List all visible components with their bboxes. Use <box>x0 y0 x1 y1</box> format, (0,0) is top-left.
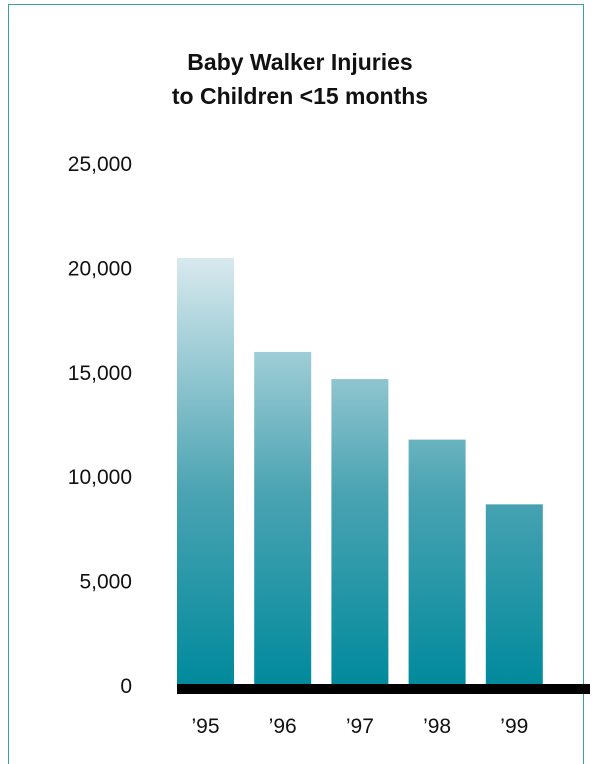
y-axis-ticks: 0 5,000 10,000 15,000 20,000 25,000 <box>68 153 132 698</box>
x-tick-label: ’96 <box>269 715 297 738</box>
y-tick-label: 10,000 <box>68 466 132 489</box>
chart-title-line-2: to Children <15 months <box>172 83 428 109</box>
x-tick-label: ’97 <box>346 715 374 738</box>
y-tick-label: 25,000 <box>68 153 132 176</box>
x-tick-label: ’95 <box>191 715 219 738</box>
chart-title-line-1: Baby Walker Injuries <box>187 49 412 75</box>
y-tick-label: 5,000 <box>79 571 132 594</box>
y-tick-label: 0 <box>120 675 132 698</box>
bar <box>177 257 234 686</box>
x-tick-label: ’98 <box>423 715 451 738</box>
x-axis-ticks: ’95 ’96 ’97 ’98 ’99 <box>191 715 528 738</box>
chart-frame <box>8 4 584 764</box>
bar <box>254 351 312 686</box>
x-axis-baseline <box>177 684 590 694</box>
bar <box>485 504 543 686</box>
bars <box>177 257 543 686</box>
y-tick-label: 20,000 <box>68 257 132 280</box>
y-tick-label: 15,000 <box>68 362 132 385</box>
bar <box>408 439 466 686</box>
bar <box>331 379 389 686</box>
x-tick-label: ’99 <box>500 715 528 738</box>
